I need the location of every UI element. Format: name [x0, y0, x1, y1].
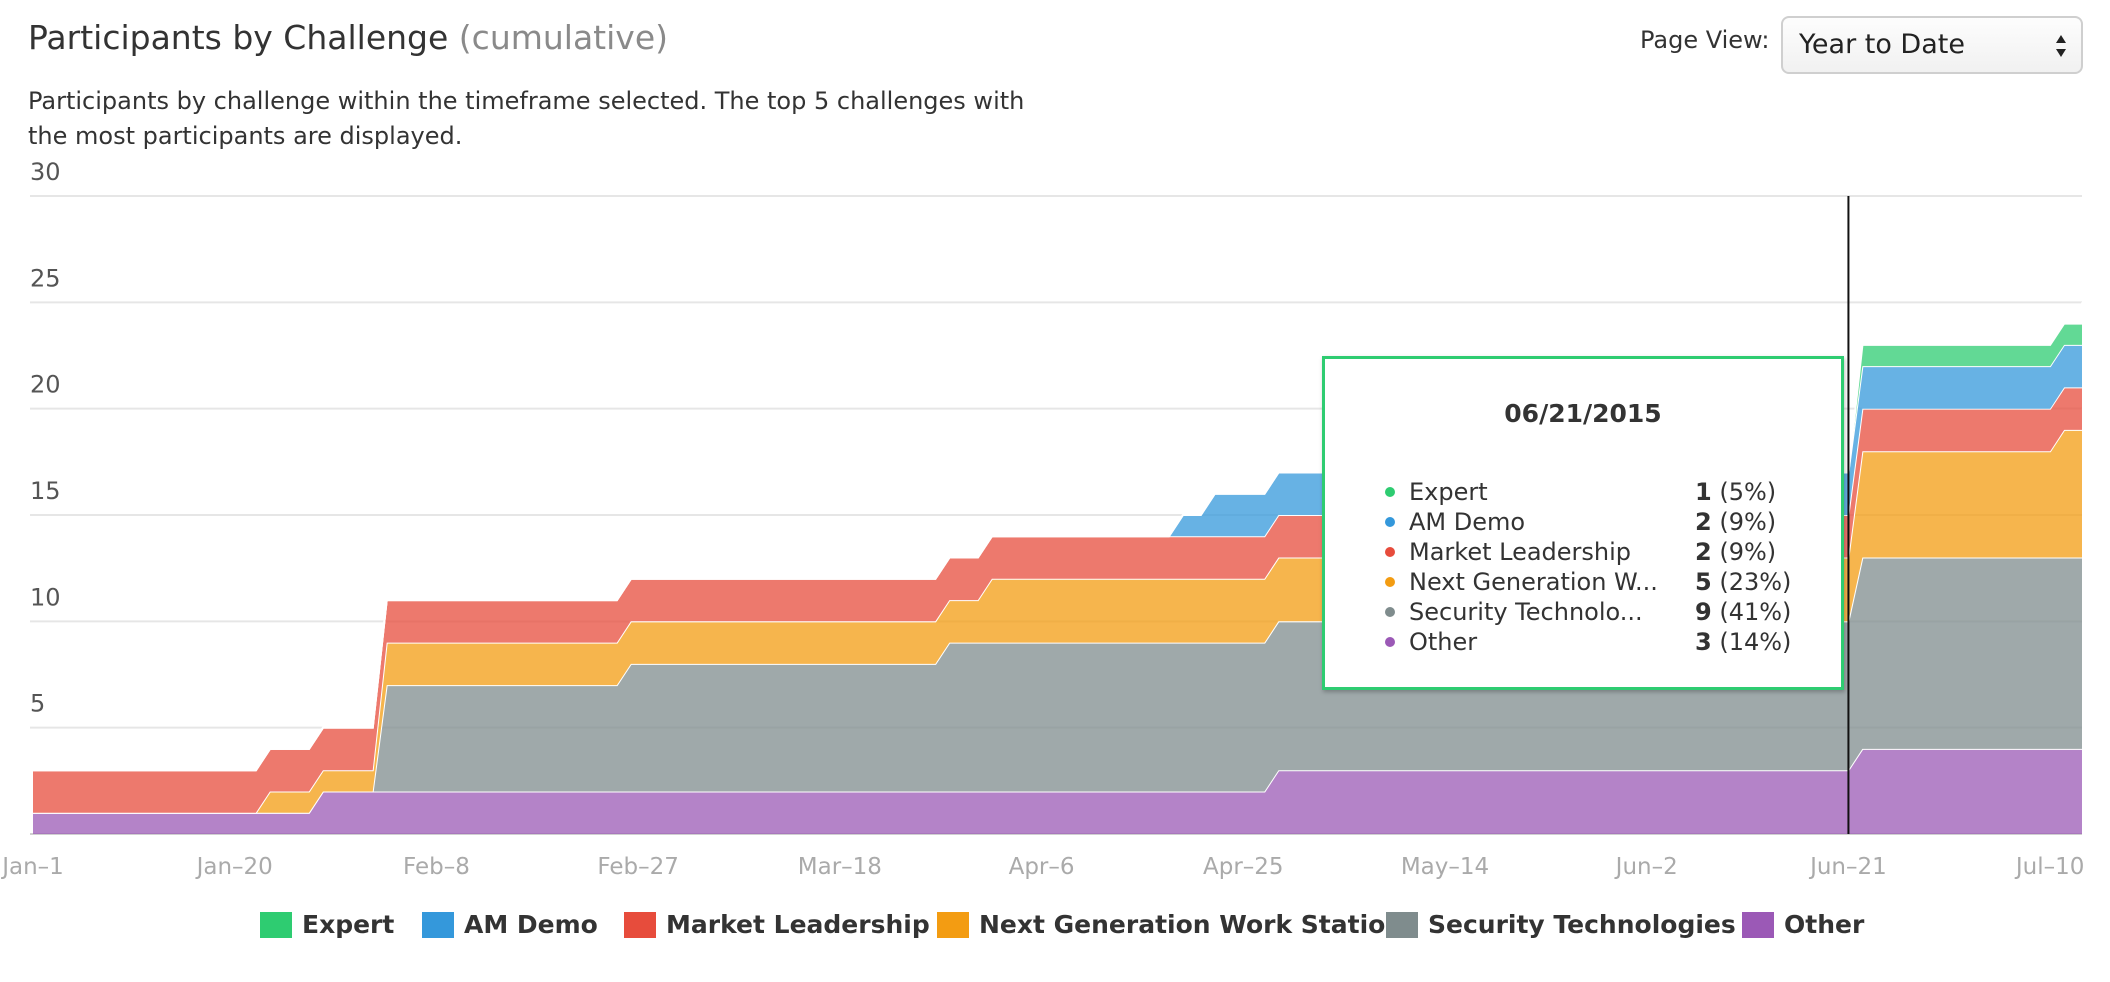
legend-label: Expert	[302, 910, 395, 939]
tooltip-series-name: Market Leadership	[1409, 538, 1632, 566]
x-tick-label: Apr–6	[1009, 854, 1075, 880]
area-other	[33, 748, 2082, 834]
y-tick-label: 5	[30, 690, 45, 718]
x-tick-label: Jan–1	[0, 854, 64, 880]
tooltip-date: 06/21/2015	[1504, 399, 1662, 428]
tooltip-series-value: 1 (5%)	[1695, 478, 1777, 506]
legend-swatch-icon	[937, 912, 969, 938]
y-tick-label: 15	[30, 477, 61, 505]
tooltip-series-value: 9 (41%)	[1695, 598, 1792, 626]
x-tick-label: Jul–10	[2014, 854, 2085, 880]
area-market-leadership	[33, 366, 2082, 813]
tooltip-row: Other 3 (14%)	[1385, 627, 1825, 657]
y-tick-label: 30	[30, 158, 61, 186]
legend-label: Next Generation Work Station	[979, 910, 1404, 939]
tooltip-dot-icon	[1385, 607, 1395, 617]
y-tick-label: 10	[30, 583, 61, 611]
legend-swatch-icon	[422, 912, 454, 938]
y-axis-ticks: 5 10 15 20 25 30	[30, 158, 61, 718]
x-tick-label: Jun–2	[1614, 854, 1678, 880]
tooltip-series-name: Security Technolo...	[1409, 598, 1643, 626]
tooltip-series-name: AM Demo	[1409, 508, 1526, 536]
page-view-value: Year to Date	[1799, 29, 1965, 60]
tooltip-row: Expert 1 (5%)	[1385, 477, 1825, 507]
legend: Expert AM Demo Market Leadership Next Gener…	[0, 908, 2110, 948]
tooltip-row: AM Demo 2 (9%)	[1385, 507, 1825, 537]
area-am-demo	[33, 323, 2082, 771]
chart-title-main: Participants by Challenge	[28, 18, 449, 57]
area-expert	[33, 302, 2082, 771]
legend-swatch-icon	[1386, 912, 1418, 938]
x-tick-label: Jan–20	[195, 854, 273, 880]
x-tick-label: Apr–25	[1203, 854, 1284, 880]
y-tick-label: 25	[30, 264, 61, 292]
tooltip-dot-icon	[1385, 517, 1395, 527]
tooltip-dot-icon	[1385, 487, 1395, 497]
page-view-select[interactable]: Year to Date	[1781, 16, 2083, 74]
tooltip-dot-icon	[1385, 547, 1395, 557]
chart-title: Participants by Challenge (cumulative)	[28, 18, 668, 57]
x-tick-label: Jun–21	[1808, 854, 1887, 880]
legend-label: AM Demo	[464, 910, 598, 939]
legend-swatch-icon	[260, 912, 292, 938]
legend-label: Market Leadership	[666, 910, 930, 939]
x-tick-label: Feb–8	[403, 854, 470, 880]
select-arrows-icon	[2056, 35, 2066, 57]
legend-swatch-icon	[624, 912, 656, 938]
tooltip: 06/21/2015 Expert 1 (5%) AM Demo 2 (9%) Mark…	[1322, 356, 1844, 690]
series-edge	[33, 302, 2083, 772]
tooltip-dot-icon	[1385, 577, 1395, 587]
legend-label: Other	[1784, 910, 1865, 939]
x-tick-label: Feb–27	[597, 854, 679, 880]
chart-title-sub: (cumulative)	[458, 18, 668, 57]
legend-label: Security Technologies	[1428, 910, 1736, 939]
x-tick-label: Mar–18	[798, 854, 882, 880]
x-axis-ticks: Jan–1 Jan–20 Feb–8 Feb–27 Mar–18 Apr–6 Apr–25 M…	[0, 854, 2084, 880]
x-tick-label: May–14	[1401, 854, 1489, 880]
tooltip-series-name: Other	[1409, 628, 1478, 656]
tooltip-series-name: Expert	[1409, 478, 1488, 506]
area-next-generation-work-station	[33, 408, 2082, 813]
chart-description: Participants by challenge within the tim…	[28, 87, 1025, 150]
tooltip-row: Market Leadership 2 (9%)	[1385, 537, 1825, 567]
tooltip-dot-icon	[1385, 637, 1395, 647]
tooltip-series-value: 3 (14%)	[1695, 628, 1792, 656]
y-tick-label: 20	[30, 371, 61, 399]
page-view-label: Page View:	[1640, 26, 1770, 54]
legend-swatch-icon	[1742, 912, 1774, 938]
tooltip-series-value: 2 (9%)	[1695, 538, 1777, 566]
tooltip-series-value: 5 (23%)	[1695, 568, 1792, 596]
tooltip-row: Security Technolo... 9 (41%)	[1385, 597, 1825, 627]
tooltip-series-value: 2 (9%)	[1695, 508, 1777, 536]
tooltip-row: Next Generation W... 5 (23%)	[1385, 567, 1825, 597]
tooltip-series-name: Next Generation W...	[1409, 568, 1658, 596]
